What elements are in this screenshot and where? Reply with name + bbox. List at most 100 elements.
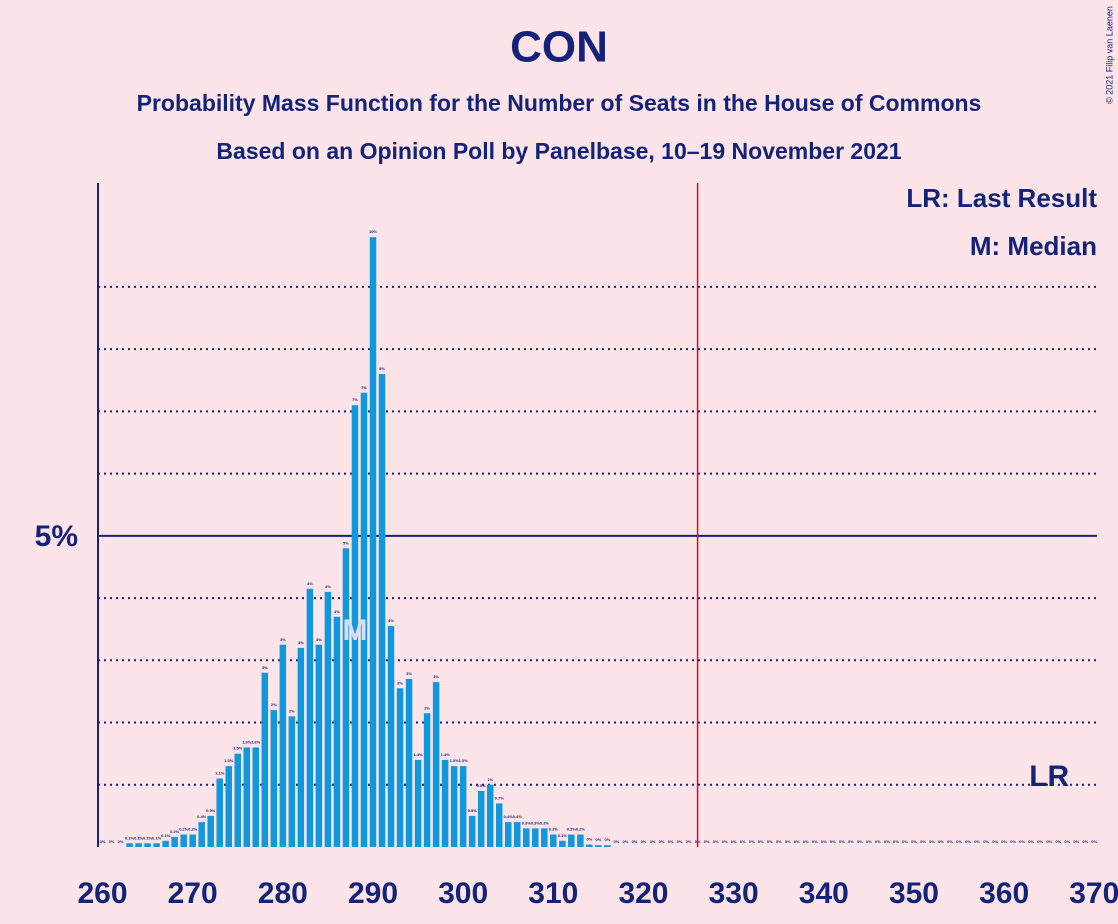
last-result-marker: LR (1029, 760, 1069, 793)
bar (378, 374, 386, 847)
data-label: 0% (1091, 839, 1097, 844)
data-label: 0% (911, 839, 917, 844)
data-label: 4% (334, 609, 340, 614)
legend-entry: M: Median (970, 231, 1097, 261)
data-label: 0.2% (567, 827, 577, 832)
data-label: 0% (821, 839, 827, 844)
x-tick-label: 310 (528, 877, 578, 910)
bar (234, 753, 241, 847)
bar (577, 834, 584, 847)
data-label: 2% (424, 705, 430, 710)
data-label: 0.1% (161, 833, 171, 838)
x-tick-label: 290 (348, 877, 398, 910)
data-label: 0% (884, 839, 890, 844)
data-label: 3% (280, 637, 286, 642)
bar (405, 678, 413, 847)
bar (189, 834, 196, 847)
data-label: 1.6% (251, 739, 261, 744)
data-label: 0% (830, 839, 836, 844)
data-label: 3% (316, 637, 322, 642)
bar (568, 834, 575, 847)
bar (432, 682, 440, 847)
bar (297, 647, 305, 847)
bar (360, 392, 368, 847)
data-label: 0% (938, 839, 944, 844)
data-label: 0% (1028, 839, 1034, 844)
bar (387, 626, 395, 847)
bar (261, 672, 269, 847)
data-label: 0.1% (558, 833, 568, 838)
data-label: 0% (974, 839, 980, 844)
x-tick-label: 360 (979, 877, 1029, 910)
data-label: 0% (848, 839, 854, 844)
data-label: 0% (740, 839, 746, 844)
x-tick-label: 280 (258, 877, 308, 910)
data-label: 1.1% (215, 771, 225, 776)
bar (369, 237, 377, 848)
bar (477, 790, 485, 847)
bar (504, 822, 512, 847)
data-label: 3% (406, 671, 412, 676)
bar (541, 828, 548, 847)
data-label: 0.3% (531, 820, 541, 825)
bar (333, 616, 341, 847)
copyright: © 2021 Filip van Laenen (1104, 6, 1114, 104)
bar (604, 845, 611, 847)
data-label: 2% (289, 708, 295, 713)
median-marker: M (342, 614, 367, 647)
data-label: 0.4% (504, 814, 514, 819)
data-label: 0% (929, 839, 935, 844)
data-label: 1.4% (441, 752, 451, 757)
data-label: 3% (298, 640, 304, 645)
bar (532, 828, 539, 847)
data-label: 0% (1082, 839, 1088, 844)
chart-subtitle: Probability Mass Function for the Number… (137, 90, 982, 116)
data-label: 0% (722, 839, 728, 844)
data-label: 3% (433, 674, 439, 679)
data-label: 0% (857, 839, 863, 844)
data-label: 0% (803, 839, 809, 844)
data-label: 0% (100, 839, 106, 844)
data-label: 0% (992, 839, 998, 844)
data-label: 0% (1037, 839, 1043, 844)
data-label: 0% (1064, 839, 1070, 844)
bar (514, 822, 521, 847)
bar (396, 688, 404, 847)
data-label: 0.3% (522, 820, 532, 825)
data-label: 0.7% (495, 796, 505, 801)
bar (450, 766, 458, 847)
data-label: 0% (920, 839, 926, 844)
bar (306, 588, 314, 847)
bar (486, 784, 494, 847)
data-label: 0.2% (188, 827, 198, 832)
data-label: 0% (1019, 839, 1025, 844)
data-label: 0.1% (143, 835, 153, 840)
data-label: 1.4% (414, 752, 424, 757)
x-tick-label: 350 (889, 877, 939, 910)
data-label: 0% (1055, 839, 1061, 844)
bar (441, 759, 449, 847)
data-label: 0% (686, 839, 692, 844)
data-label: 7% (352, 397, 358, 402)
data-label: 0% (785, 839, 791, 844)
data-label: 1.3% (224, 758, 234, 763)
bar (459, 766, 467, 847)
legend-entry: LR: Last Result (906, 183, 1097, 213)
bar (550, 834, 557, 847)
data-label: 0% (1010, 839, 1016, 844)
bar (252, 747, 260, 847)
bar (207, 815, 214, 847)
bar (495, 803, 503, 847)
data-label: 0% (596, 837, 602, 842)
data-label: 0% (947, 839, 953, 844)
bar (225, 766, 232, 847)
data-label: 0% (893, 839, 899, 844)
bar (523, 828, 530, 847)
data-label: 1.6% (242, 739, 252, 744)
data-label: 0% (956, 839, 962, 844)
bar (595, 845, 602, 847)
bar (351, 405, 359, 847)
data-label: 0% (713, 839, 719, 844)
data-label: 0% (605, 837, 611, 842)
y-tick-label: 5% (35, 520, 78, 553)
